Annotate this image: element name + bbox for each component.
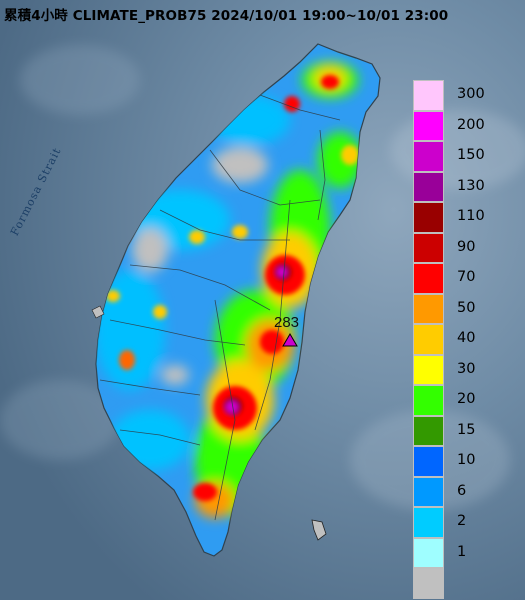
legend-entry: 10 <box>413 446 513 477</box>
legend-entry: 70 <box>413 263 513 294</box>
legend-entry <box>413 568 513 599</box>
legend-entry: 90 <box>413 232 513 263</box>
legend-label: 15 <box>457 421 476 438</box>
legend-swatch <box>413 476 444 507</box>
legend-label: 20 <box>457 391 476 407</box>
legend-entry: 15 <box>413 415 513 446</box>
county-boundaries <box>99 94 341 521</box>
legend-swatch <box>413 507 444 538</box>
legend-swatch <box>413 232 444 263</box>
legend-label: 90 <box>457 238 476 255</box>
legend-label: 2 <box>457 513 467 529</box>
legend-label: 300 <box>457 86 485 102</box>
legend-entry: 30 <box>413 354 513 385</box>
legend-swatch <box>413 141 444 172</box>
legend-label: 130 <box>457 177 485 194</box>
legend-label: 200 <box>457 116 485 133</box>
color-legend: 300 200 150 130 110 90 70 50 40 30 20 15 10 6 2 1 <box>413 80 513 599</box>
penghu-islands <box>91 305 105 319</box>
legend-label: 70 <box>457 269 476 285</box>
legend-swatch <box>413 537 444 568</box>
legend-label: 6 <box>457 482 467 499</box>
legend-entry: 200 <box>413 110 513 141</box>
legend-entry: 300 <box>413 80 513 111</box>
legend-swatch <box>413 110 444 141</box>
legend-swatch <box>413 171 444 202</box>
map-title: 累積4小時 CLIMATE_PROB75 2024/10/01 19:00~10… <box>4 8 449 24</box>
legend-swatch <box>413 354 444 385</box>
legend-label: 150 <box>457 147 485 163</box>
legend-swatch <box>413 202 444 233</box>
legend-label: 1 <box>457 543 467 560</box>
legend-entry: 1 <box>413 537 513 568</box>
legend-entry: 130 <box>413 171 513 202</box>
legend-entry: 40 <box>413 324 513 355</box>
legend-swatch <box>413 324 444 355</box>
max-value-label: 283 <box>274 314 300 331</box>
legend-entry: 110 <box>413 202 513 233</box>
legend-entry: 2 <box>413 507 513 538</box>
legend-label: 50 <box>457 299 476 316</box>
legend-swatch <box>413 446 444 477</box>
max-rainfall-marker <box>282 333 298 347</box>
legend-swatch <box>413 293 444 324</box>
legend-entry: 6 <box>413 476 513 507</box>
legend-swatch <box>413 263 444 294</box>
legend-entry: 50 <box>413 293 513 324</box>
rainfall-field <box>96 62 362 521</box>
legend-label: 10 <box>457 452 476 468</box>
legend-label: 30 <box>457 360 476 377</box>
legend-entry: 20 <box>413 385 513 416</box>
legend-swatch <box>413 568 444 599</box>
legend-swatch <box>413 415 444 446</box>
legend-label: 40 <box>457 330 476 346</box>
legend-swatch <box>413 80 444 111</box>
green-island <box>311 519 327 541</box>
legend-entry: 150 <box>413 141 513 172</box>
legend-swatch <box>413 385 444 416</box>
legend-label: 110 <box>457 208 485 224</box>
